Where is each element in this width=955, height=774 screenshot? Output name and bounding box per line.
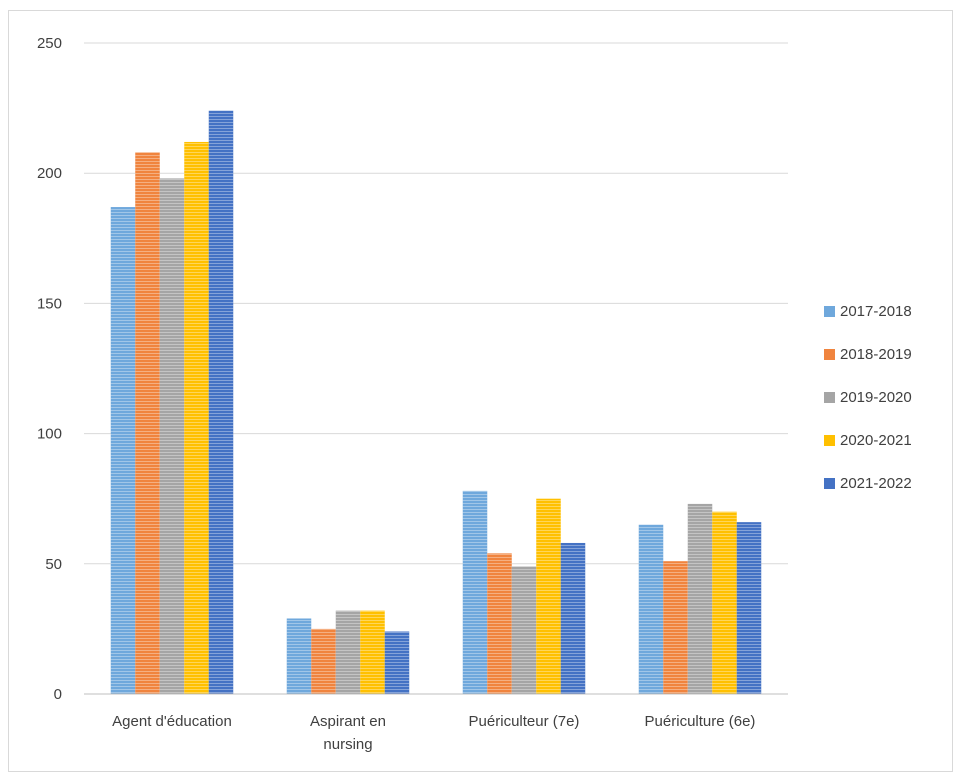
bar-2019-2020-0 xyxy=(159,178,185,694)
bars xyxy=(110,110,762,695)
bar-2018-2019-0 xyxy=(135,152,160,695)
bar-2018-2019-3 xyxy=(663,561,688,694)
y-tick-label: 150 xyxy=(37,295,62,312)
bar-2017-2018-2 xyxy=(462,490,488,694)
bar-2017-2018-0 xyxy=(110,207,136,694)
y-tick-label: 200 xyxy=(37,165,62,182)
legend-item: 2021-2022 xyxy=(824,475,912,492)
legend-item: 2020-2021 xyxy=(824,432,912,449)
legend-label: 2020-2021 xyxy=(840,432,912,449)
bar-2021-2022-1 xyxy=(384,631,410,694)
x-axis-categories: Agent d'éducation Aspirant en nursing Puéri… xyxy=(112,713,755,753)
legend-swatch xyxy=(824,478,835,489)
chart-frame xyxy=(8,10,953,772)
bar-2020-2021-0 xyxy=(184,141,209,694)
legend-swatch xyxy=(824,306,835,317)
bar-2018-2019-1 xyxy=(311,628,336,694)
bar-2021-2022-0 xyxy=(208,110,234,695)
bar-2019-2020-2 xyxy=(511,566,537,694)
x-category-label: Aspirant en xyxy=(310,713,386,730)
bar-2020-2021-1 xyxy=(360,610,385,694)
legend-item: 2017-2018 xyxy=(824,303,912,320)
bar-2019-2020-3 xyxy=(687,503,713,694)
bar-2017-2018-1 xyxy=(286,618,312,694)
legend-swatch xyxy=(824,349,835,360)
x-category-label: Puériculture (6e) xyxy=(645,713,756,730)
bar-2017-2018-3 xyxy=(638,524,664,694)
y-tick-label: 250 xyxy=(37,35,62,52)
legend-label: 2018-2019 xyxy=(840,346,912,363)
bar-2018-2019-2 xyxy=(487,553,512,694)
bar-2020-2021-3 xyxy=(712,511,737,694)
bar-2021-2022-2 xyxy=(560,542,586,694)
legend-label: 2017-2018 xyxy=(840,303,912,320)
y-axis-ticks: 0 50 100 150 200 250 xyxy=(37,35,62,703)
legend-swatch xyxy=(824,435,835,446)
x-category-label: Agent d'éducation xyxy=(112,713,232,730)
legend: 2017-2018 2018-2019 2019-2020 2020-2021 2021… xyxy=(824,303,912,492)
bar-2021-2022-3 xyxy=(736,522,762,694)
bar-2019-2020-1 xyxy=(335,610,361,694)
legend-item: 2018-2019 xyxy=(824,346,912,363)
legend-item: 2019-2020 xyxy=(824,389,912,406)
y-tick-label: 50 xyxy=(45,556,62,573)
bar-2020-2021-2 xyxy=(536,498,561,694)
x-category-label: Puériculteur (7e) xyxy=(469,713,580,730)
legend-swatch xyxy=(824,392,835,403)
x-category-label: nursing xyxy=(323,736,372,753)
y-tick-label: 0 xyxy=(54,686,62,703)
y-tick-label: 100 xyxy=(37,426,62,443)
legend-label: 2019-2020 xyxy=(840,389,912,406)
legend-label: 2021-2022 xyxy=(840,475,912,492)
